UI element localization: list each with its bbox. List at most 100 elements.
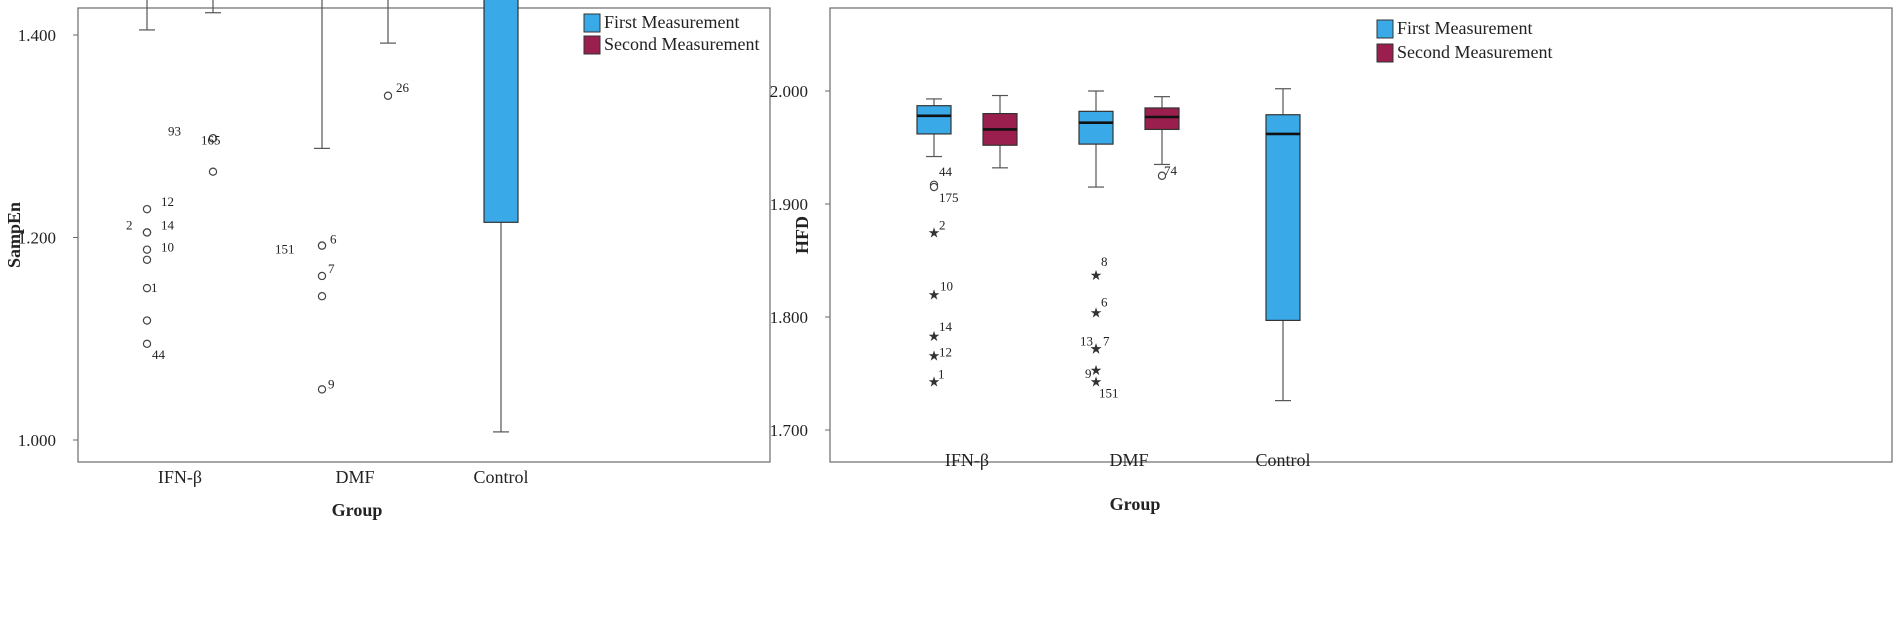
outlier-circle — [929, 182, 939, 192]
legend-swatch — [1376, 19, 1394, 39]
outlier-label: 74 — [1164, 163, 1178, 178]
outlier-circle — [383, 91, 393, 100]
outlier-label: 12 — [161, 194, 174, 209]
y-tick-label: 1.800 — [770, 308, 808, 327]
outlier-circle — [317, 271, 327, 281]
outlier-label: 1 — [938, 366, 945, 381]
box-Control-first — [483, 0, 519, 433]
outlier-label: 6 — [330, 232, 337, 247]
box-DMF-second: 74 — [1144, 96, 1180, 180]
outlier-label: 10 — [161, 240, 174, 255]
outlier-label: 2 — [126, 217, 133, 232]
box-DMF-first: ★8★6★13★7★9★151 — [1078, 90, 1119, 400]
iqr-box — [483, 0, 519, 223]
outlier-star: ★ — [928, 287, 941, 303]
y-tick-label: 1.900 — [770, 195, 808, 214]
x-axis-title: Group — [1110, 494, 1161, 514]
outlier-label: 44 — [152, 347, 166, 362]
outlier-label: 7 — [328, 261, 335, 276]
x-axis-title: Group — [332, 500, 383, 520]
outlier-circle — [142, 283, 152, 293]
outlier-star: ★ — [1090, 305, 1103, 321]
outlier-circle — [208, 167, 218, 176]
chart-panel-1: 1.0001.2001.4001.6001.8002.000SampEnGrou… — [4, 0, 771, 520]
outlier-circle — [317, 241, 327, 250]
outlier-label: 6 — [1101, 294, 1108, 309]
outlier-circle — [317, 292, 327, 301]
outlier-label: 7 — [1103, 334, 1110, 349]
y-tick-label: 1.400 — [18, 26, 56, 45]
iqr-box — [1144, 107, 1180, 131]
y-axis-title: HFD — [792, 216, 812, 254]
box-DMF-second: 26 — [380, 0, 410, 100]
outlier-label: 165 — [201, 132, 221, 147]
outlier-star: ★ — [928, 225, 941, 241]
outlier-circle — [1157, 171, 1167, 180]
outlier-star: ★ — [928, 348, 941, 364]
y-tick-label: 2.000 — [770, 82, 808, 101]
box-IFN-β-second — [982, 94, 1018, 169]
outlier-star: ★ — [1090, 268, 1103, 284]
chart-panel-2: 1.700 1.800 1.900 2.000 HFD Group IFN-β DMF Cont… — [770, 7, 1893, 514]
outlier-circle — [142, 204, 152, 214]
outlier-star: ★ — [1090, 342, 1103, 358]
outlier-star: ★ — [928, 329, 941, 345]
outlier-label: 9 — [1085, 366, 1092, 381]
outlier-star: ★ — [928, 374, 941, 390]
outlier-circle — [142, 245, 152, 254]
legend-swatch — [1376, 43, 1394, 63]
iqr-box — [916, 105, 952, 135]
outlier-label: 14 — [939, 319, 953, 334]
category-label: IFN-β — [158, 467, 202, 487]
outlier-star: ★ — [1090, 374, 1103, 390]
category-label: DMF — [1109, 450, 1148, 470]
outlier-label: 151 — [1099, 385, 1119, 400]
y-tick-label: 1.200 — [18, 229, 56, 248]
outlier-label: 26 — [396, 80, 410, 95]
category-label: Control — [473, 467, 528, 487]
outlier-circle — [142, 255, 152, 264]
legend-label: Second Measurement — [1397, 42, 1552, 62]
outlier-circle — [142, 339, 152, 349]
outlier-label: 1 — [151, 280, 158, 295]
outlier-circle — [317, 385, 327, 394]
legend-label: First Measurement — [1397, 18, 1532, 38]
box-DMF-first: 6 151 7 9 — [275, 0, 337, 394]
outlier-label: 10 — [940, 278, 953, 293]
legend-swatch — [583, 13, 601, 33]
outlier-label: 8 — [1101, 254, 1108, 269]
outlier-star: ★ — [1090, 342, 1103, 358]
plot-frame — [829, 7, 1893, 463]
legend-label: Second Measurement — [604, 34, 759, 54]
box-IFN-β-first: 12 14 2 10 1 44 — [126, 0, 175, 362]
outlier-label: 12 — [939, 344, 952, 359]
legend: First Measurement Second Measurement — [1376, 18, 1552, 63]
outlier-label: 13 — [1080, 334, 1093, 349]
outlier-label: 44 — [939, 164, 953, 179]
outlier-label: 151 — [275, 242, 295, 257]
outlier-circle — [142, 228, 152, 237]
outlier-label: 9 — [328, 376, 335, 391]
outlier-label: 93 — [168, 123, 181, 138]
y-tick-label: 1.700 — [770, 421, 808, 440]
category-label: Control — [1255, 450, 1310, 470]
outlier-circle — [142, 316, 152, 325]
outlier-star: ★ — [1090, 363, 1103, 379]
legend-label: First Measurement — [604, 12, 739, 32]
outlier-label: 14 — [161, 217, 175, 232]
iqr-box — [1265, 114, 1301, 321]
plot-frame — [77, 7, 771, 463]
y-axis-title: SampEn — [4, 202, 24, 268]
outlier-label: 2 — [939, 217, 946, 232]
category-label: IFN-β — [945, 450, 989, 470]
y-tick-label: 1.000 — [18, 431, 56, 450]
iqr-box — [1078, 110, 1114, 145]
outlier-label: 175 — [939, 190, 959, 205]
category-label: DMF — [335, 467, 374, 487]
box-IFN-β-second: 93 165 — [168, 0, 221, 176]
box-Control-first — [1265, 88, 1301, 402]
legend-swatch — [583, 35, 601, 55]
